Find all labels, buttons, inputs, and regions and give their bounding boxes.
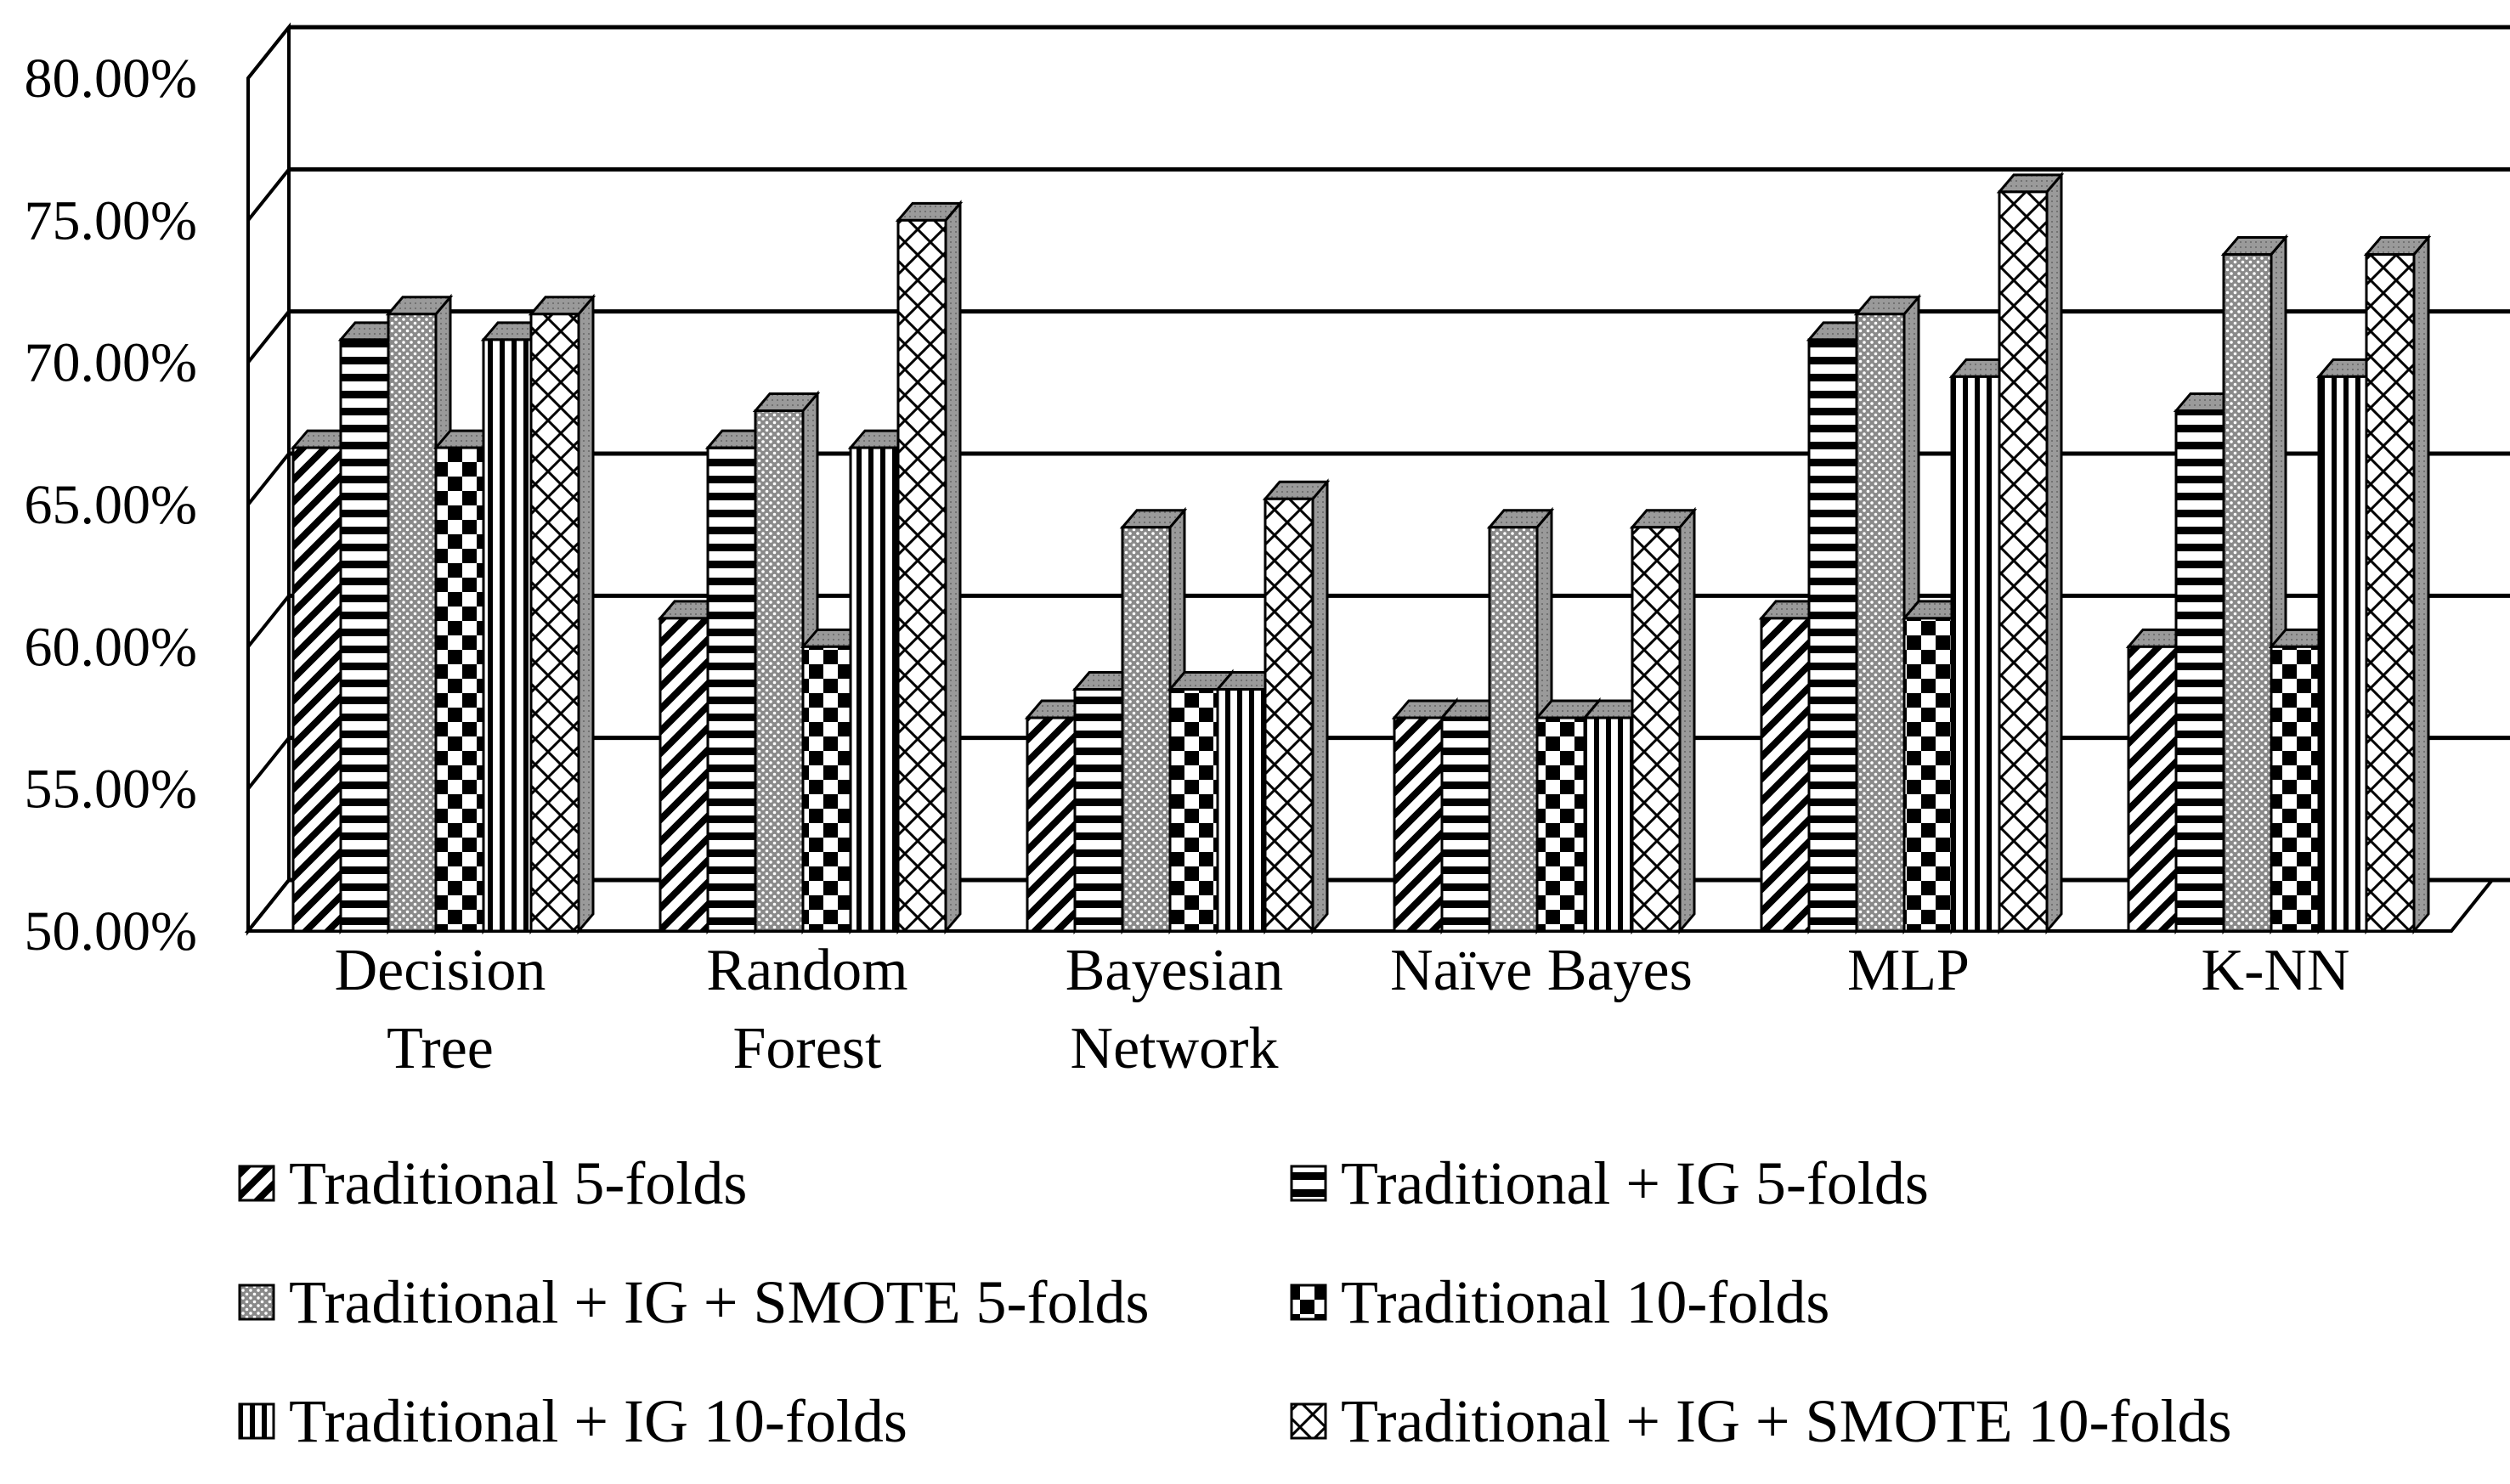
y-tick-label: 70.00% — [25, 332, 197, 394]
bar — [1262, 478, 1331, 935]
x-tick-label: Network — [1071, 1016, 1279, 1081]
y-tick-label: 75.00% — [25, 189, 197, 251]
legend-item: Traditional 5-folds — [238, 1149, 747, 1217]
legend-label: Traditional + IG 5-folds — [1341, 1149, 1929, 1217]
bar — [1629, 506, 1698, 935]
legend-item: Traditional 10-folds — [1290, 1268, 1829, 1336]
x-tick-label: Bayesian — [1066, 938, 1284, 1003]
legend-swatch — [1290, 1165, 1327, 1202]
legend-label: Traditional 10-folds — [1341, 1268, 1829, 1336]
gridline-wall — [246, 168, 291, 222]
gridline-wall — [246, 736, 291, 790]
legend-swatch — [238, 1165, 275, 1202]
bar — [895, 200, 964, 935]
bar — [1581, 697, 1650, 935]
gridline-wall — [246, 310, 291, 364]
legend-swatch — [1290, 1402, 1327, 1440]
x-tick-label: Forest — [733, 1016, 883, 1081]
legend-label: Traditional + IG + SMOTE 10-folds — [1341, 1387, 2232, 1455]
legend-item: Traditional + IG 5-folds — [1290, 1149, 1929, 1217]
y-axis-tick-labels: 50.00% 55.00% 60.00% 65.00% 70.00% 75.00% 80.0… — [25, 48, 197, 962]
legend-item: Traditional + IG 10-folds — [238, 1387, 907, 1455]
x-tick-label: Naïve Bayes — [1390, 938, 1693, 1003]
x-axis-category-labels: Decision Tree Random Forest Bayesian Network N… — [335, 938, 2350, 1081]
legend-swatch — [1290, 1284, 1327, 1321]
gridline-wall — [246, 25, 291, 80]
y-tick-label: 60.00% — [25, 616, 197, 678]
bar — [528, 293, 596, 935]
legend-swatch — [238, 1284, 275, 1321]
legend-label: Traditional + IG + SMOTE 5-folds — [289, 1268, 1150, 1336]
bar — [1996, 171, 2065, 935]
y-tick-label: 80.00% — [25, 48, 197, 110]
x-tick-label: MLP — [1847, 938, 1970, 1003]
y-tick-label: 65.00% — [25, 474, 197, 536]
bar — [2363, 234, 2432, 935]
legend-item: Traditional + IG + SMOTE 10-folds — [1290, 1387, 2232, 1455]
x-tick-label: Tree — [387, 1016, 494, 1081]
x-tick-label: Random — [706, 938, 907, 1003]
gridline-wall — [246, 452, 291, 506]
legend-item: Traditional + IG + SMOTE 5-folds — [238, 1268, 1150, 1336]
bar — [2220, 234, 2289, 935]
gridline-wall — [246, 878, 291, 933]
legend-swatch — [238, 1402, 275, 1440]
y-tick-label: 50.00% — [25, 900, 197, 962]
y-tick-label: 55.00% — [25, 759, 197, 821]
legend-label: Traditional 5-folds — [289, 1149, 747, 1217]
legend-label: Traditional + IG 10-folds — [289, 1387, 907, 1455]
x-tick-label: Decision — [335, 938, 546, 1003]
x-tick-label: K-NN — [2202, 938, 2350, 1003]
bars — [290, 171, 2432, 935]
legend: Traditional 5-folds Traditional + IG 5-fo… — [238, 1149, 2232, 1455]
gridline-wall — [246, 595, 291, 648]
